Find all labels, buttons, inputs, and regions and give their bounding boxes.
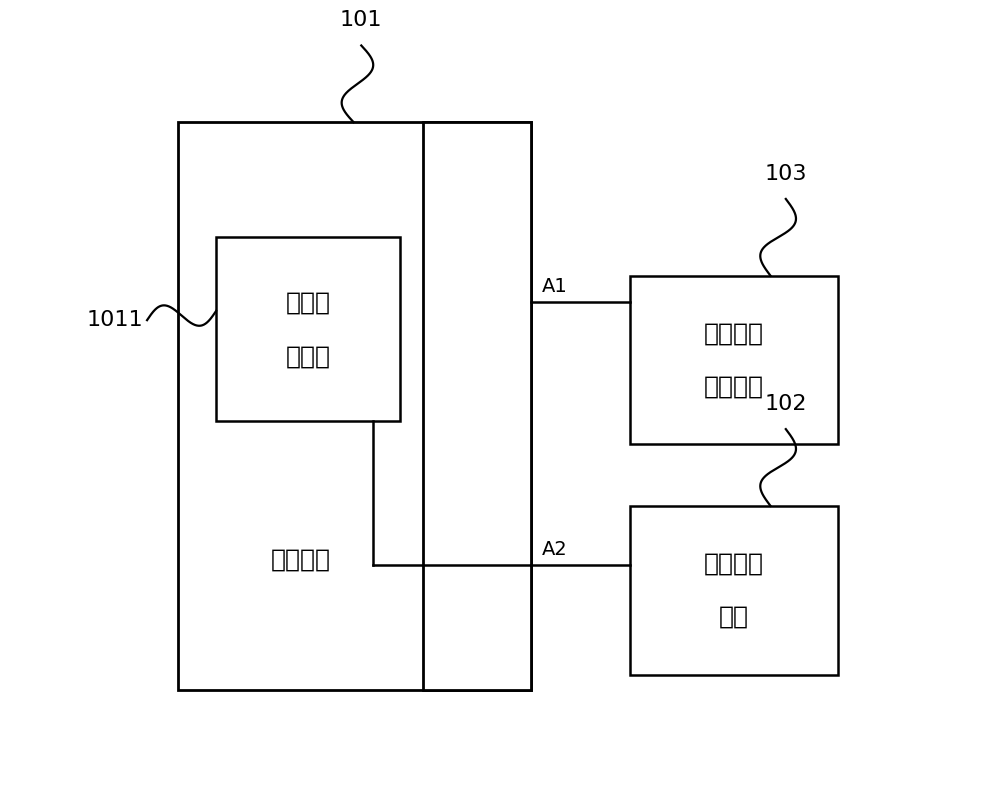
Text: 1011: 1011	[87, 310, 143, 330]
Text: 车端电气: 车端电气	[704, 552, 764, 575]
Text: 103: 103	[765, 163, 807, 184]
Bar	[630, 506, 838, 675]
Text: 部件: 部件	[719, 605, 749, 629]
Text: 电气部件: 电气部件	[704, 375, 764, 399]
Text: 接口控: 接口控	[286, 290, 331, 315]
Text: 主蓄电池: 主蓄电池	[271, 548, 331, 571]
Text: 制元件: 制元件	[286, 344, 331, 368]
Text: 101: 101	[340, 10, 383, 30]
Text: A2: A2	[542, 540, 568, 559]
Text: 102: 102	[765, 394, 807, 413]
Bar	[178, 122, 531, 690]
Bar	[216, 237, 400, 421]
Bar	[630, 275, 838, 444]
Text: A1: A1	[542, 277, 568, 296]
Text: 自动驾驶: 自动驾驶	[704, 321, 764, 346]
Bar	[423, 122, 531, 690]
